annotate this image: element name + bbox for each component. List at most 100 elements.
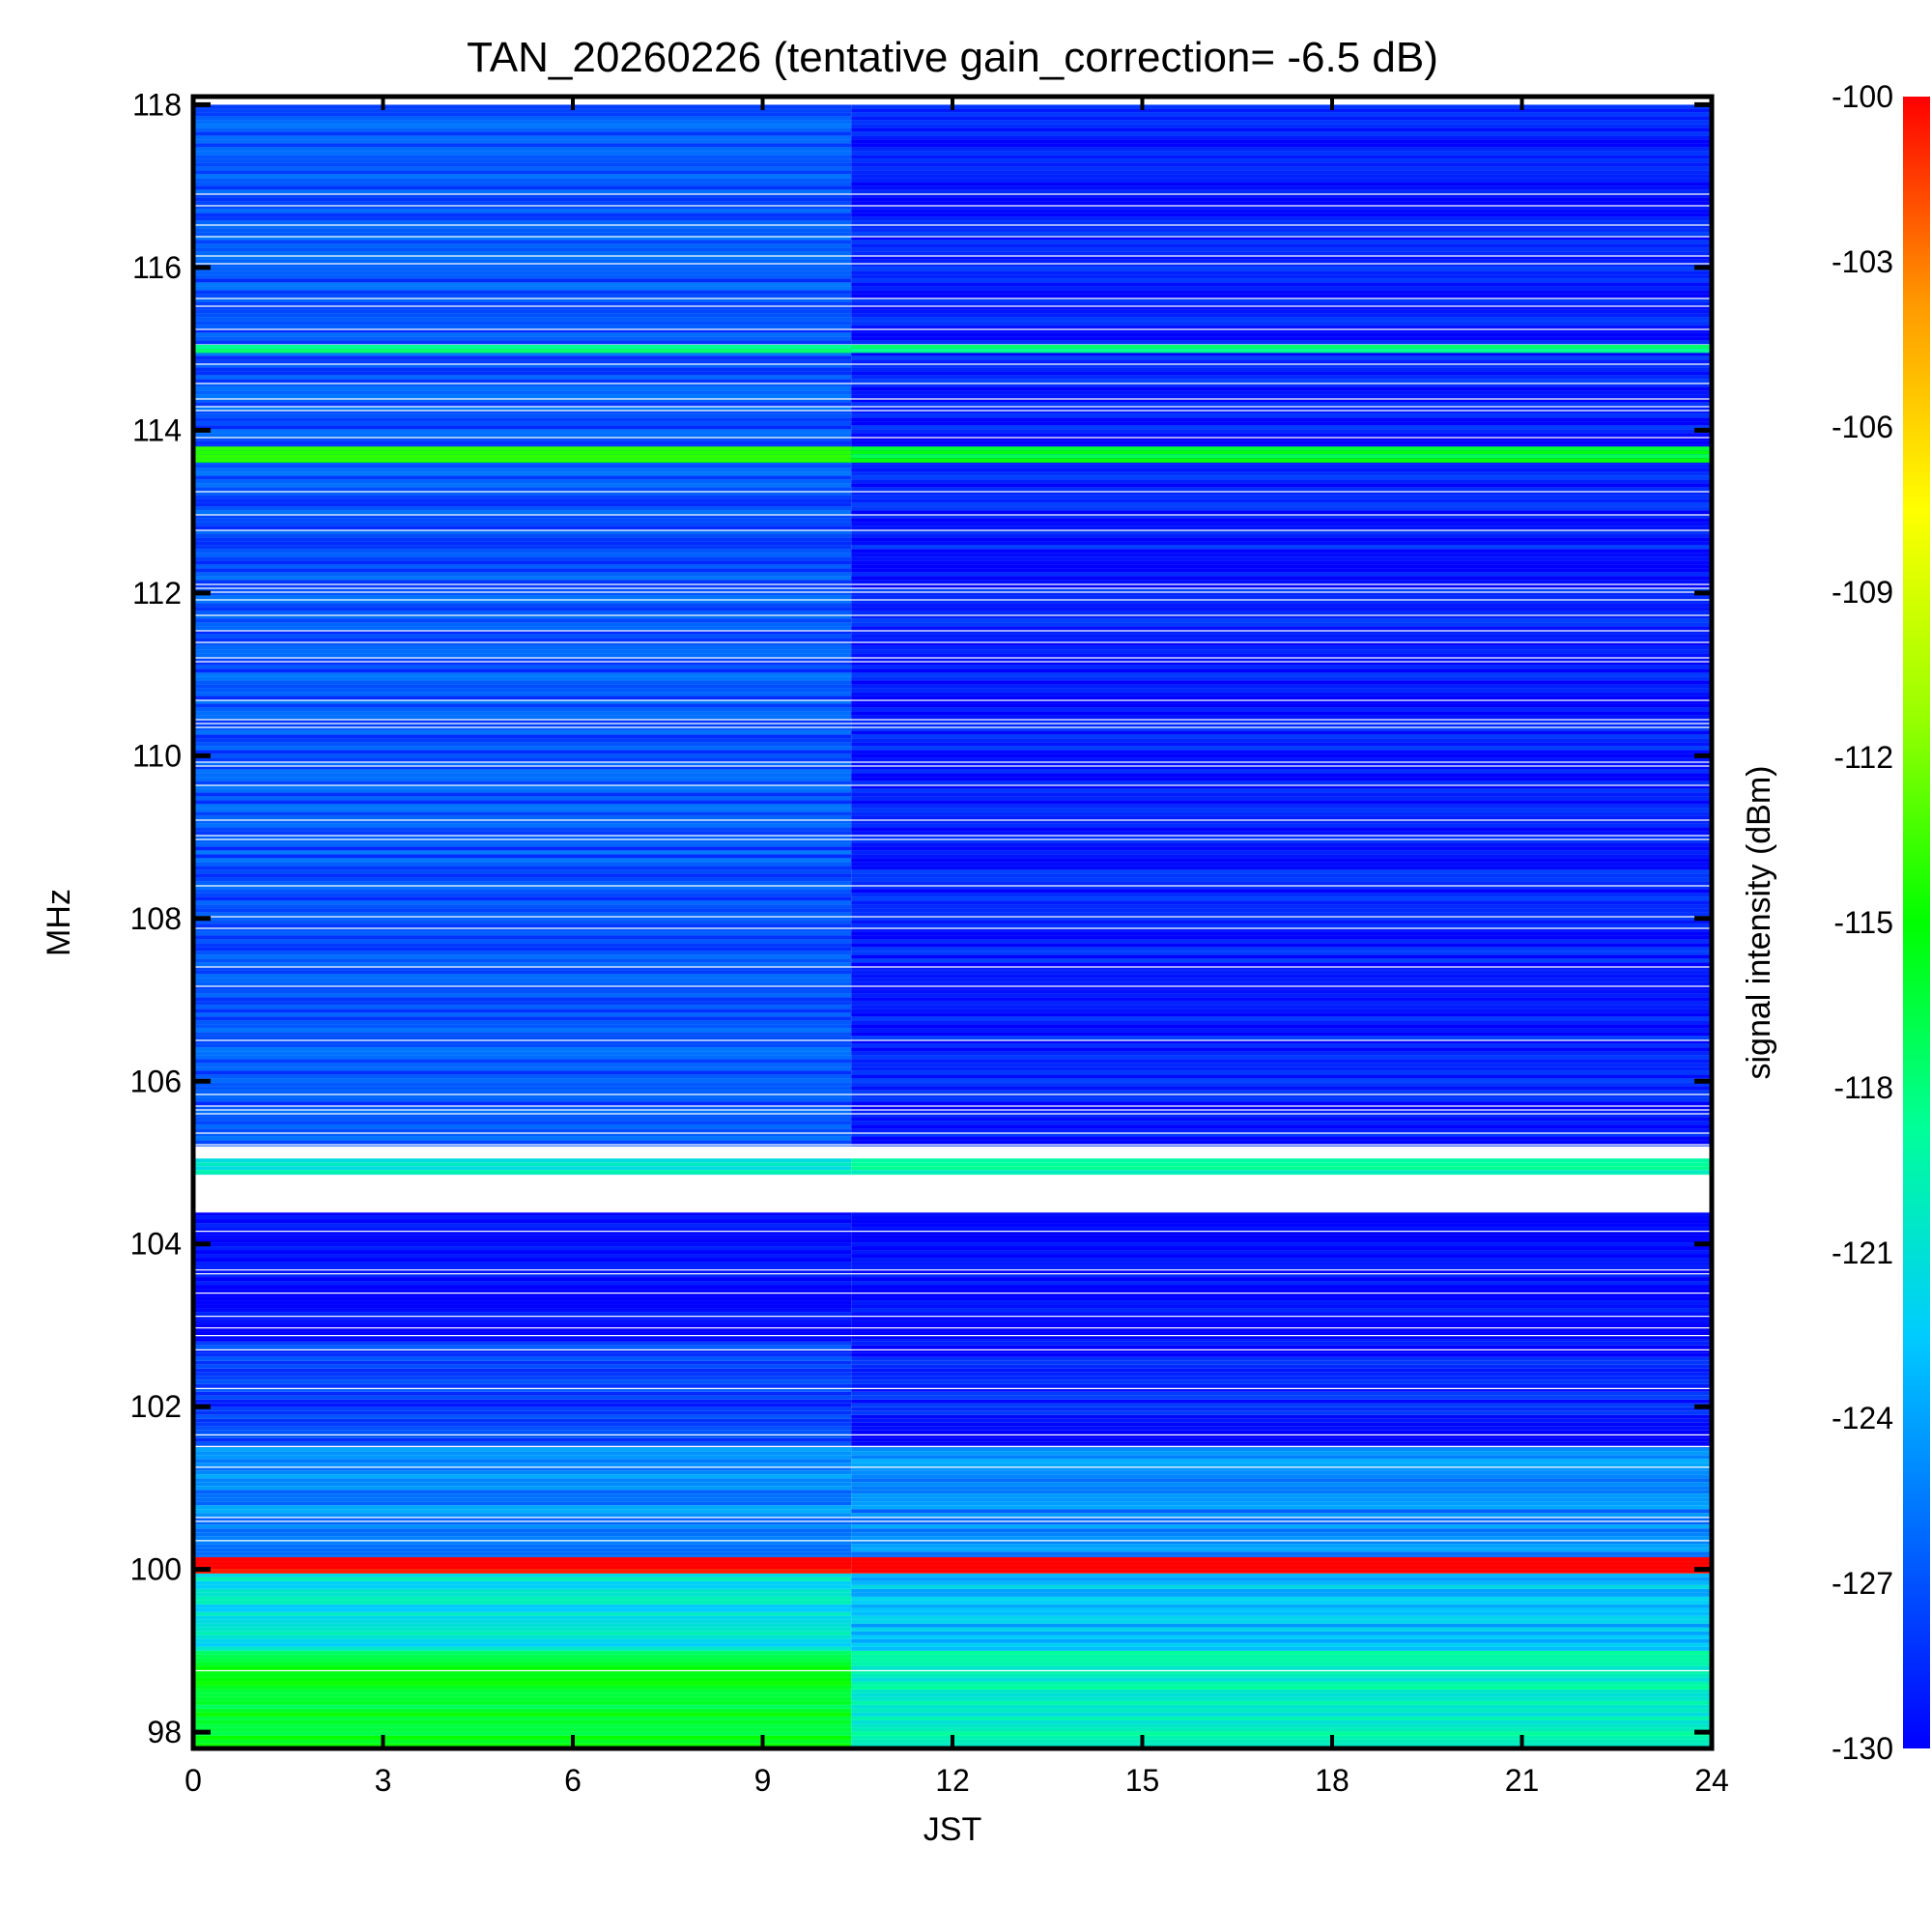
heatmap-gap bbox=[193, 661, 1712, 663]
heatmap-cell bbox=[193, 784, 852, 789]
heatmap-cell bbox=[193, 1055, 852, 1060]
heatmap-cell bbox=[851, 599, 1712, 604]
heatmap-cell bbox=[193, 908, 852, 913]
heatmap-cell bbox=[193, 699, 852, 704]
heatmap-cell bbox=[193, 1634, 852, 1639]
heatmap-cell bbox=[851, 997, 1712, 1002]
heatmap-cell bbox=[193, 209, 852, 213]
heatmap-cell bbox=[851, 1665, 1712, 1670]
heatmap-cell bbox=[851, 1364, 1712, 1369]
heatmap-cell bbox=[851, 317, 1712, 322]
heatmap-cell bbox=[193, 838, 852, 843]
heatmap-cell bbox=[193, 958, 852, 963]
heatmap-cell bbox=[851, 479, 1712, 484]
heatmap-cell bbox=[851, 896, 1712, 901]
heatmap-cell bbox=[193, 236, 852, 241]
heatmap-cell bbox=[851, 1565, 1712, 1570]
heatmap-cell bbox=[193, 974, 852, 979]
heatmap-cell bbox=[851, 1094, 1712, 1098]
heatmap-cell bbox=[851, 1517, 1712, 1521]
heatmap-cell bbox=[193, 410, 852, 414]
colorbar-tick-label: -124 bbox=[1832, 1401, 1893, 1435]
heatmap-cell bbox=[851, 1611, 1712, 1616]
heatmap-cell bbox=[193, 1113, 852, 1118]
y-tick-label: 100 bbox=[130, 1552, 182, 1587]
heatmap-gap bbox=[193, 966, 1712, 968]
heatmap-cell bbox=[193, 278, 852, 283]
heatmap-cell bbox=[193, 935, 852, 940]
heatmap-cell bbox=[851, 1447, 1712, 1452]
heatmap-cell bbox=[193, 719, 852, 724]
heatmap-cell bbox=[193, 692, 852, 696]
heatmap-cell bbox=[193, 730, 852, 735]
heatmap-cell bbox=[193, 1662, 852, 1666]
heatmap-cell bbox=[851, 1692, 1712, 1697]
colorbar bbox=[1903, 97, 1930, 1748]
heatmap-cell bbox=[193, 1066, 852, 1071]
heatmap-cell bbox=[193, 1414, 852, 1419]
heatmap-cell bbox=[851, 201, 1712, 206]
heatmap-cell bbox=[851, 1634, 1712, 1639]
heatmap-cell bbox=[193, 815, 852, 820]
heatmap-cell bbox=[851, 394, 1712, 399]
heatmap-cell bbox=[851, 298, 1712, 302]
heatmap-cell bbox=[193, 498, 852, 503]
heatmap-cell bbox=[193, 649, 852, 654]
heatmap-cell bbox=[193, 437, 852, 441]
heatmap-cell bbox=[851, 232, 1712, 237]
heatmap-cell bbox=[851, 715, 1712, 720]
heatmap-cell bbox=[193, 846, 852, 851]
colorbar-tick-label: -106 bbox=[1832, 410, 1893, 444]
heatmap-cell bbox=[851, 487, 1712, 492]
heatmap-cell bbox=[193, 1376, 852, 1380]
heatmap-cell bbox=[193, 417, 852, 422]
heatmap-cell bbox=[851, 672, 1712, 677]
heatmap-cell bbox=[193, 433, 852, 438]
heatmap-cell bbox=[851, 1140, 1712, 1145]
heatmap-cell bbox=[851, 1414, 1712, 1419]
heatmap-cell bbox=[851, 1082, 1712, 1087]
heatmap-cell bbox=[193, 753, 852, 758]
heatmap-cell bbox=[851, 688, 1712, 693]
heatmap-cell bbox=[851, 746, 1712, 751]
heatmap-cell bbox=[193, 394, 852, 399]
heatmap-cell bbox=[851, 1561, 1712, 1566]
heatmap-cell bbox=[193, 1434, 852, 1438]
heatmap-cell bbox=[851, 1573, 1712, 1574]
heatmap-gap bbox=[193, 437, 1712, 439]
heatmap-cell bbox=[193, 514, 852, 519]
heatmap-cell bbox=[193, 1368, 852, 1373]
heatmap-cell bbox=[193, 1265, 852, 1270]
heatmap-cell bbox=[851, 719, 1712, 724]
heatmap-cell bbox=[193, 688, 852, 693]
colorbar-label: signal intensity (dBm) bbox=[1741, 765, 1777, 1079]
heatmap-cell bbox=[851, 1320, 1712, 1324]
heatmap-cell bbox=[851, 1331, 1712, 1336]
heatmap-cell bbox=[193, 205, 852, 210]
heatmap-cell bbox=[193, 711, 852, 716]
heatmap-cell bbox=[193, 247, 852, 252]
heatmap-cell bbox=[193, 371, 852, 376]
heatmap-cell bbox=[193, 1293, 852, 1297]
heatmap-cell bbox=[851, 514, 1712, 519]
heatmap-cell bbox=[193, 1352, 852, 1357]
heatmap-cell bbox=[851, 1555, 1712, 1558]
heatmap-cell bbox=[193, 1573, 852, 1574]
heatmap-cell bbox=[193, 1704, 852, 1709]
heatmap-cell bbox=[851, 931, 1712, 936]
heatmap-gap bbox=[193, 383, 1712, 384]
heatmap-cell bbox=[851, 1174, 1712, 1176]
heatmap-cell bbox=[193, 305, 852, 310]
heatmap-cell bbox=[193, 313, 852, 318]
heatmap-cell bbox=[193, 522, 852, 526]
heatmap-cell bbox=[193, 1005, 852, 1009]
heatmap-cell bbox=[851, 908, 1712, 913]
heatmap-cell bbox=[851, 475, 1712, 480]
heatmap-cell bbox=[193, 1486, 852, 1491]
heatmap-cell bbox=[193, 286, 852, 291]
heatmap-cell bbox=[851, 703, 1712, 708]
heatmap-cell bbox=[851, 410, 1712, 414]
heatmap-cell bbox=[851, 131, 1712, 136]
heatmap-cell bbox=[193, 1308, 852, 1313]
heatmap-cell bbox=[851, 270, 1712, 275]
